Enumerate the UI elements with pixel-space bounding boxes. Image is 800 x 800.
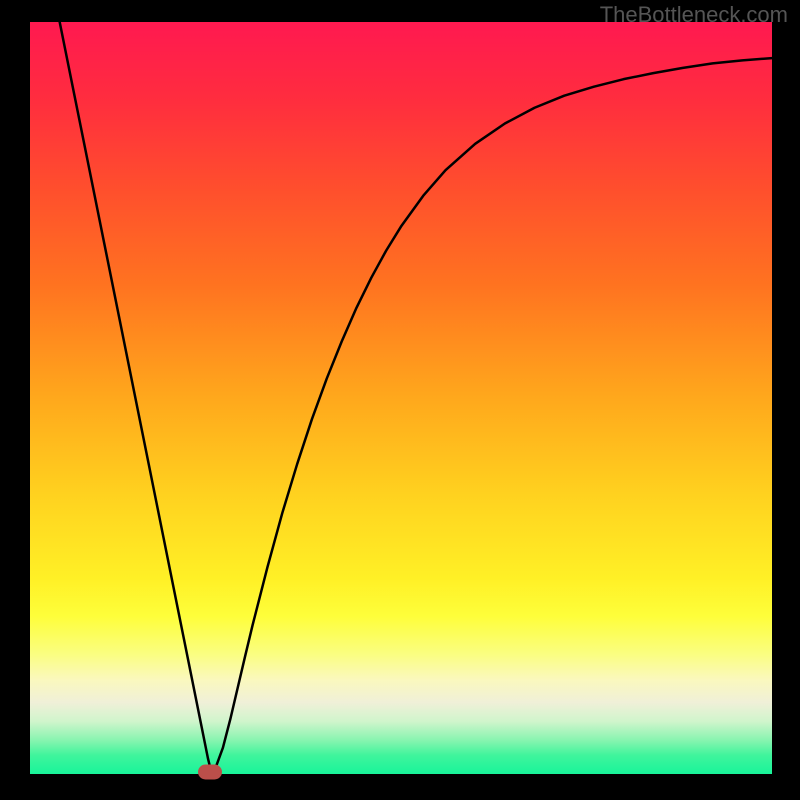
minimum-marker: [198, 764, 222, 779]
bottleneck-curve-svg: [30, 22, 772, 774]
gradient-background: [30, 22, 772, 774]
chart-container: TheBottleneck.com: [0, 0, 800, 800]
attribution-label: TheBottleneck.com: [600, 2, 788, 28]
plot-area: [30, 22, 772, 774]
